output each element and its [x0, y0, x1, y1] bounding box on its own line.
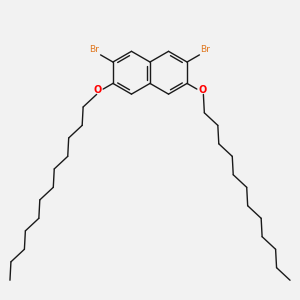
Text: O: O: [199, 85, 207, 95]
Text: Br: Br: [201, 45, 211, 54]
Text: Br: Br: [89, 45, 99, 54]
Text: O: O: [93, 85, 101, 95]
